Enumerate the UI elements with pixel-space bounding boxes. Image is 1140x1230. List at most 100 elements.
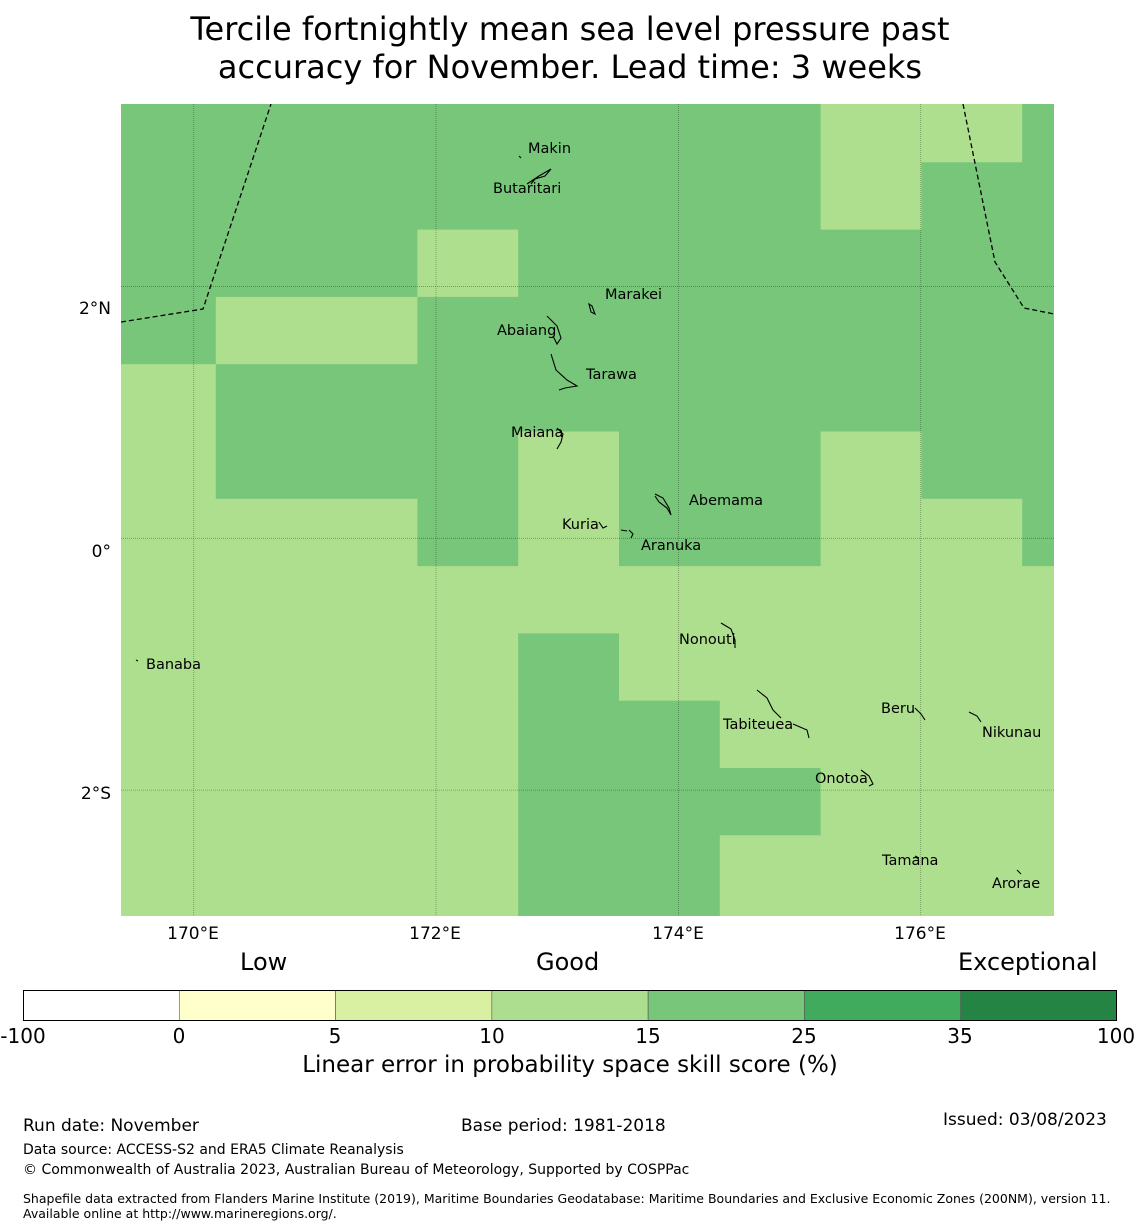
banaba-island-shape <box>135 659 139 662</box>
marakei-island-shape <box>588 302 597 316</box>
skill-cell <box>215 700 318 769</box>
skill-cell <box>921 104 1023 163</box>
legend-category-exceptional: Exceptional <box>958 948 1098 976</box>
skill-cell <box>820 633 922 702</box>
skill-cell <box>518 104 620 163</box>
skill-cell <box>316 229 418 298</box>
skill-cell <box>719 229 822 298</box>
x-tick-label-170e: 170°E <box>167 924 219 944</box>
tabiteuea-island-shape <box>756 689 810 739</box>
skill-cell <box>417 162 519 231</box>
eez-boundaries <box>121 104 1054 323</box>
legend-category-low: Low <box>240 948 288 976</box>
skill-cell <box>121 835 217 904</box>
place-label-abaiang: Abaiang <box>497 323 557 339</box>
island-outlines <box>135 155 1022 875</box>
skill-cell <box>921 162 1023 231</box>
graticule <box>121 104 1054 916</box>
base-period: Base period: 1981-2018 <box>461 1116 666 1136</box>
skill-cell <box>921 768 1023 836</box>
title-line-2: accuracy for November. Lead time: 3 week… <box>217 48 923 86</box>
skill-cell <box>121 296 217 365</box>
colorbar-tick-label: 15 <box>635 1024 661 1048</box>
skill-cell <box>417 364 519 433</box>
skill-cell <box>1022 162 1054 231</box>
skill-cell <box>921 296 1023 365</box>
run-date: Run date: November <box>23 1116 199 1136</box>
skill-cell <box>619 902 721 916</box>
nikunau-island-shape <box>968 711 982 723</box>
y-tick-label-2n: 2°N <box>78 299 111 319</box>
colorbar-segment <box>960 990 1117 1021</box>
chart-title: Tercile fortnightly mean sea level press… <box>0 10 1140 86</box>
skill-cell <box>619 700 721 769</box>
skill-cell <box>121 768 217 836</box>
skill-cell <box>215 104 318 163</box>
nonouti-island-shape <box>720 622 736 648</box>
skill-cell <box>921 902 1023 916</box>
skill-cell <box>619 566 721 634</box>
place-label-butaritari: Butaritari <box>493 181 562 197</box>
colorbar-tick-label: 25 <box>791 1024 817 1048</box>
skill-cell <box>820 104 922 163</box>
legend-category-good: Good <box>536 948 600 976</box>
skill-cell <box>417 700 519 769</box>
abaiang-island-shape <box>546 315 562 346</box>
skill-cell <box>619 364 721 433</box>
skill-cell <box>215 902 318 916</box>
skill-cell <box>1022 835 1054 904</box>
place-label-abemama: Abemama <box>689 493 764 509</box>
skill-cell <box>1022 431 1054 500</box>
skill-cell <box>316 431 418 500</box>
skill-cell <box>316 700 418 769</box>
place-label-arorae: Arorae <box>992 876 1041 892</box>
place-label-makin: Makin <box>528 141 572 157</box>
skill-cell <box>1022 566 1054 634</box>
skill-cell <box>121 229 217 298</box>
skill-cell <box>121 104 217 163</box>
issued-date: Issued: 03/08/2023 <box>943 1110 1107 1130</box>
shapefile-attribution: Shapefile data extracted from Flanders M… <box>23 1191 1111 1221</box>
skill-cell <box>619 296 721 365</box>
colorbar-tick-label: 35 <box>947 1024 973 1048</box>
skill-cell <box>316 835 418 904</box>
colorbar-tick-label: 10 <box>479 1024 505 1048</box>
skill-cell <box>820 162 922 231</box>
skill-cell <box>121 633 217 702</box>
skill-cell <box>921 431 1023 500</box>
skill-cell <box>719 296 822 365</box>
colorbar <box>23 990 1117 1021</box>
skill-cell <box>518 768 620 836</box>
skill-cell <box>719 162 822 231</box>
skill-cell <box>719 768 822 836</box>
place-label-tabiteuea: Tabiteuea <box>723 717 794 733</box>
x-tick-label-174e: 174°E <box>652 924 704 944</box>
skill-cell <box>518 498 620 567</box>
place-label-nonouti: Nonouti <box>679 632 736 648</box>
place-label-beru: Beru <box>881 701 916 717</box>
colorbar-segment <box>178 990 336 1021</box>
skill-cell <box>921 835 1023 904</box>
title-line-1: Tercile fortnightly mean sea level press… <box>190 10 950 48</box>
skill-cell <box>619 633 721 702</box>
place-label-aranuka: Aranuka <box>641 538 702 554</box>
skill-cell <box>316 296 418 365</box>
maiana-island-shape <box>556 427 564 450</box>
skill-cell <box>518 431 620 500</box>
skill-cell <box>215 296 318 365</box>
beru-island-shape <box>914 707 926 721</box>
skill-cell <box>1022 700 1054 769</box>
skill-cell <box>820 835 922 904</box>
place-label-nikunau: Nikunau <box>982 725 1042 741</box>
skill-cell <box>417 431 519 500</box>
place-label-maiana: Maiana <box>511 425 564 441</box>
skill-cell <box>518 902 620 916</box>
data-source: Data source: ACCESS-S2 and ERA5 Climate … <box>23 1142 404 1158</box>
skill-cell <box>417 768 519 836</box>
colorbar-segment <box>804 990 962 1021</box>
skill-cell <box>316 364 418 433</box>
place-label-banaba: Banaba <box>146 657 201 673</box>
skill-cell <box>121 162 217 231</box>
skill-cell <box>1022 902 1054 916</box>
skill-cell <box>121 431 217 500</box>
